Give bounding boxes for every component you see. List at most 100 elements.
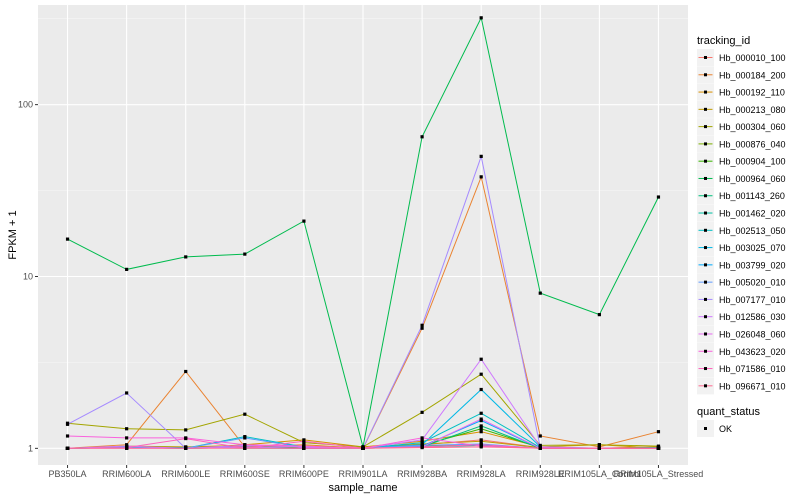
legend-key-point: [704, 107, 707, 111]
data-point: [479, 154, 483, 158]
legend-key-point: [704, 194, 707, 198]
legend-label: Hb_001462_020: [719, 209, 786, 219]
data-point: [597, 313, 601, 317]
data-point: [597, 443, 601, 447]
legend-label: Hb_000010_100: [719, 53, 786, 63]
legend-label: Hb_000192_110: [719, 88, 785, 98]
data-point: [243, 446, 247, 450]
legend-key-point: [704, 90, 707, 94]
x-tick-label: RRIM928LE: [516, 469, 565, 479]
legend-label: Hb_071586_010: [719, 364, 786, 374]
data-point: [420, 323, 424, 327]
legend-label: Hb_096671_010: [719, 381, 786, 391]
legend-key-point: [704, 332, 707, 336]
data-point: [479, 417, 483, 421]
shape-legend-title: quant_status: [697, 406, 760, 418]
data-point: [302, 444, 306, 448]
data-point: [361, 446, 365, 450]
data-point: [243, 436, 247, 440]
legend-key-point: [704, 142, 707, 146]
legend-key-point: [704, 73, 707, 77]
data-point: [420, 441, 424, 445]
data-point: [125, 436, 129, 440]
legend-label: Hb_007177_010: [719, 295, 786, 305]
x-tick-label: RRIM105LA_Control: [558, 469, 641, 479]
data-point: [479, 430, 483, 434]
data-point: [538, 434, 542, 438]
data-point: [125, 427, 129, 431]
legend-label: Hb_000304_060: [719, 122, 786, 132]
x-tick-label: RRIM600LA: [102, 469, 151, 479]
data-point: [538, 446, 542, 450]
data-point: [65, 446, 70, 450]
x-axis: PB350LA RRIM600LA RRIM600LE RRIM600SE RRIM60…: [49, 465, 703, 479]
data-point: [479, 387, 483, 392]
series-points: [65, 16, 661, 450]
x-tick-label: RRIM600SE: [220, 469, 270, 479]
legend-label: Hb_043623_020: [719, 347, 786, 357]
data-point: [479, 445, 483, 449]
data-point: [243, 412, 247, 416]
data-point: [243, 443, 247, 447]
legend-key-point: [704, 315, 707, 319]
legend-key-point: [704, 280, 707, 284]
legend-key-point: [704, 159, 707, 163]
legend-title: tracking_id: [697, 35, 750, 47]
y-axis: 1 10 100: [18, 100, 38, 453]
legend-label: Hb_000184_200: [719, 70, 786, 80]
data-point: [125, 391, 129, 395]
data-point: [538, 291, 542, 295]
legend-label: Hb_003025_070: [719, 243, 786, 253]
x-tick-label: RRIM600PE: [279, 469, 329, 479]
y-tick-label: 10: [23, 271, 33, 281]
data-point: [479, 439, 483, 443]
y-tick-label: 100: [18, 100, 33, 110]
legend-label: Hb_000904_100: [719, 157, 786, 167]
data-point: [479, 424, 483, 428]
legend-key-point: [704, 384, 707, 388]
legend-key-point: [704, 297, 707, 301]
data-point: [420, 436, 424, 440]
legend-label: Hb_000213_080: [719, 105, 786, 115]
data-point: [65, 422, 70, 426]
data-point: [420, 410, 424, 414]
legend-items: Hb_000010_100 Hb_000184_200 Hb_000192_110 H…: [697, 49, 786, 395]
x-tick-label: PB350LA: [49, 469, 87, 479]
legend-key-point: [704, 56, 707, 59]
legend-key-point: [704, 263, 707, 267]
data-point: [479, 427, 483, 431]
legend-key-point: [704, 125, 707, 129]
legend: tracking_id Hb_000010_100Hb_000184_200Hb…: [697, 35, 786, 437]
legend-label: Hb_000964_060: [719, 174, 786, 184]
legend-key-point: [704, 246, 707, 250]
x-tick-label: RRIM901LA: [338, 469, 387, 479]
data-point: [125, 446, 129, 450]
legend-label: Hb_026048_060: [719, 329, 786, 339]
shape-legend-items: OK: [697, 420, 732, 437]
data-point: [302, 219, 306, 223]
x-tick-label: RRIM600LE: [161, 469, 210, 479]
major-gridlines: [38, 5, 688, 465]
shape-legend-label: OK: [719, 424, 732, 434]
data-point: [65, 434, 70, 438]
data-point: [479, 372, 483, 376]
data-point: [479, 443, 483, 447]
x-axis-title: sample_name: [328, 482, 397, 494]
legend-key-point: [704, 367, 707, 371]
data-point: [302, 439, 306, 443]
data-point: [420, 135, 424, 139]
data-point: [184, 369, 188, 374]
data-point: [243, 252, 247, 256]
data-point: [420, 438, 424, 442]
data-point: [184, 255, 188, 259]
legend-label: Hb_001143_260: [719, 191, 785, 201]
legend-key-point: [704, 176, 707, 180]
legend-label: Hb_003799_020: [719, 260, 786, 270]
data-point: [656, 446, 661, 450]
data-point: [479, 357, 483, 361]
data-point: [125, 267, 129, 271]
y-axis-title: FPKM + 1: [7, 210, 19, 259]
y-tick-label: 1: [28, 443, 33, 453]
legend-key-point: [704, 349, 707, 353]
